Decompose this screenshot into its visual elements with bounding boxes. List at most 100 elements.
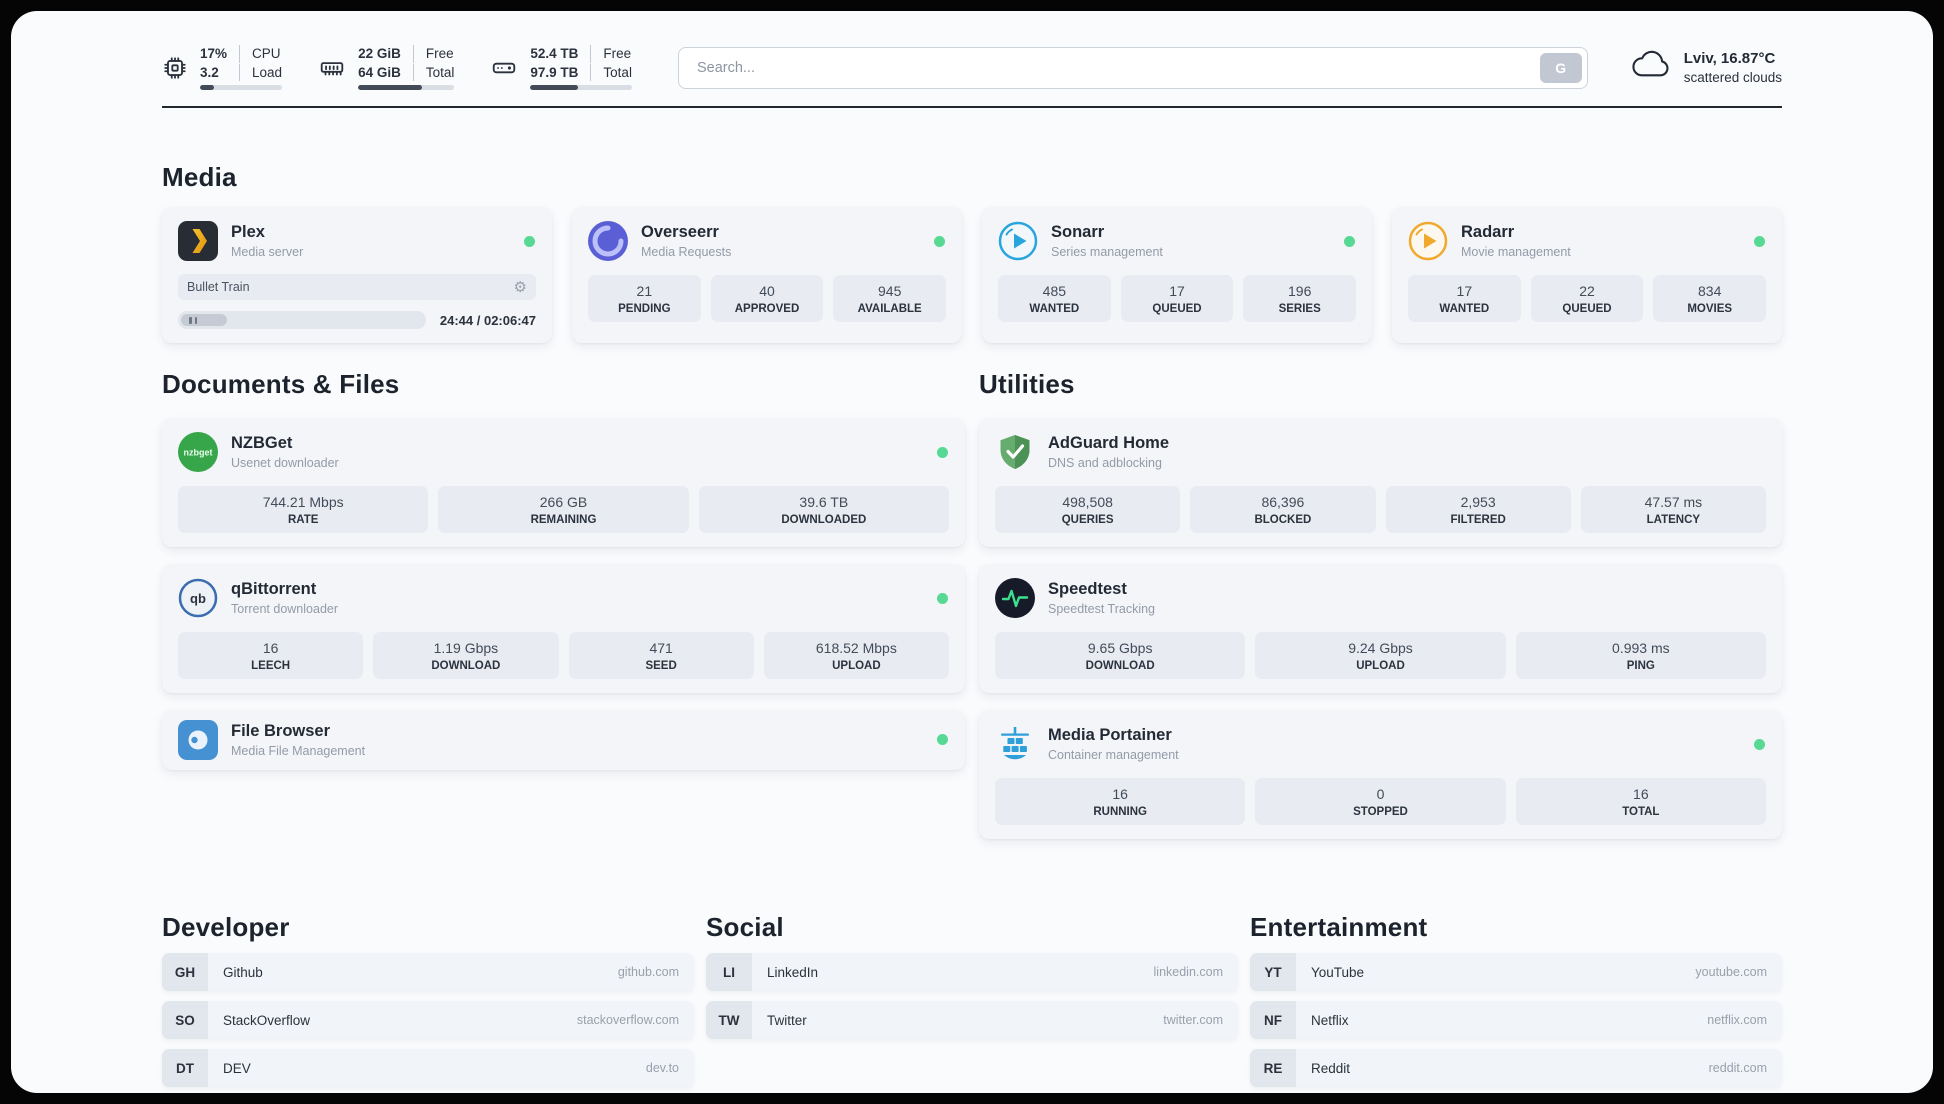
speedtest-icon: [995, 578, 1035, 619]
link-badge: NF: [1250, 1001, 1296, 1040]
section-title-utilities: Utilities: [979, 369, 1075, 400]
status-dot: [1754, 236, 1765, 248]
app-subtitle: Torrent downloader: [231, 602, 339, 617]
stat-filtered: 2,953 FILTERED: [1385, 486, 1571, 534]
app-card-portainer[interactable]: Media Portainer Container management 16 …: [979, 710, 1782, 840]
now-playing-bar: Bullet Train ⚙: [178, 274, 536, 301]
stat-download: 9.65 Gbps DOWNLOAD: [995, 632, 1246, 680]
status-dot: [1344, 236, 1355, 248]
stat-approved: 40 APPROVED: [710, 275, 824, 323]
search-input[interactable]: [677, 46, 1588, 89]
nzbget-icon: nzbget: [178, 432, 218, 473]
stat-series: 196 SERIES: [1243, 275, 1357, 323]
stat-leech: 16 LEECH: [178, 632, 364, 680]
section-title-developer: Developer: [162, 912, 290, 943]
section-title-documents: Documents & Files: [162, 369, 400, 400]
app-subtitle: Usenet downloader: [231, 456, 339, 471]
link-badge: DT: [162, 1049, 208, 1088]
link-badge: SO: [162, 1001, 208, 1040]
disk-total-value: 97.9 TB: [530, 64, 579, 80]
memory-ram-icon: [318, 55, 346, 81]
app-card-adguard[interactable]: AdGuard Home DNS and adblocking 498,508 …: [979, 418, 1782, 548]
gear-icon[interactable]: ⚙: [513, 278, 527, 296]
link-twitter[interactable]: TW Twitter twitter.com: [706, 1001, 1238, 1040]
link-reddit[interactable]: RE Reddit reddit.com: [1250, 1049, 1782, 1088]
memory-total-value: 64 GiB: [358, 64, 401, 80]
svg-text:qb: qb: [190, 591, 206, 606]
link-netflix[interactable]: NF Netflix netflix.com: [1250, 1001, 1782, 1040]
cpu-usage-value: 17%: [200, 46, 228, 61]
documents-column: Documents & Files nzbget NZBGet Usenet d…: [162, 369, 965, 787]
app-subtitle: Container management: [1048, 748, 1179, 763]
search-engine-button[interactable]: G: [1539, 52, 1582, 83]
pause-icon[interactable]: [181, 314, 227, 327]
utilities-column: Utilities AdGuard Home DNS and adblockin…: [979, 369, 1782, 856]
stat-running: 16 RUNNING: [995, 778, 1246, 826]
stat-pending: 21 PENDING: [588, 275, 701, 323]
link-stackoverflow[interactable]: SO StackOverflow stackoverflow.com: [162, 1001, 694, 1040]
app-name: Overseerr: [641, 223, 719, 242]
app-card-nzbget[interactable]: nzbget NZBGet Usenet downloader 744.21 M…: [162, 418, 965, 548]
radarr-icon: [1408, 221, 1448, 261]
disk-drive-icon: [490, 55, 518, 81]
section-title-media: Media: [162, 162, 237, 193]
app-subtitle: Media server: [231, 245, 304, 260]
filebrowser-icon: [178, 720, 218, 761]
link-github[interactable]: GH Github github.com: [162, 953, 694, 992]
app-subtitle: Series management: [1051, 245, 1163, 260]
search-box: G: [677, 46, 1588, 89]
dashboard-canvas: 17% CPU 3.2 Load 22 GiB Free 64 GiB Tota…: [11, 11, 1933, 1093]
stat-queued: 22 QUEUED: [1530, 275, 1644, 323]
cloud-icon: [1630, 50, 1672, 85]
stat-seed: 471 SEED: [568, 632, 754, 680]
app-card-overseerr[interactable]: Overseerr Media Requests 21 PENDING 40 A…: [572, 207, 962, 344]
memory-widget: 22 GiB Free 64 GiB Total: [318, 45, 455, 91]
link-badge: YT: [1250, 953, 1296, 992]
stat-remaining: 266 GB REMAINING: [438, 486, 689, 534]
sonarr-icon: [998, 221, 1038, 261]
status-dot: [937, 447, 948, 459]
cpu-widget: 17% CPU 3.2 Load: [162, 45, 283, 91]
stat-wanted: 485 WANTED: [998, 275, 1111, 323]
overseerr-icon: [588, 221, 628, 262]
stat-ping: 0.993 ms PING: [1515, 632, 1766, 680]
app-subtitle: Media Requests: [641, 245, 732, 260]
app-name: AdGuard Home: [1048, 434, 1170, 453]
memory-total-label: Total: [412, 63, 454, 82]
stat-available: 945 AVAILABLE: [833, 275, 947, 323]
player-progress-bar[interactable]: [178, 311, 426, 330]
weather-location: Lviv, 16.87°C: [1683, 50, 1776, 68]
app-card-speedtest[interactable]: Speedtest Speedtest Tracking 9.65 Gbps D…: [979, 564, 1782, 694]
stat-queries: 498,508 QUERIES: [995, 486, 1181, 534]
weather-widget[interactable]: Lviv, 16.87°C scattered clouds: [1630, 50, 1782, 85]
stat-movies: 834 MOVIES: [1653, 275, 1767, 323]
player-progress-row: 24:44 / 02:06:47: [178, 311, 536, 330]
app-card-sonarr[interactable]: Sonarr Series management 485 WANTED 17 Q…: [982, 207, 1372, 344]
app-card-radarr[interactable]: Radarr Movie management 17 WANTED 22 QUE…: [1392, 207, 1782, 344]
developer-links-column: Developer GH Github github.com SO StackO…: [162, 912, 694, 1088]
plex-icon: [178, 221, 218, 262]
link-youtube[interactable]: YT YouTube youtube.com: [1250, 953, 1782, 992]
app-name: Sonarr: [1051, 223, 1105, 242]
cpu-load-value: 3.2: [200, 64, 219, 80]
app-name: Speedtest: [1048, 580, 1127, 599]
link-badge: GH: [162, 953, 208, 992]
entertainment-links-column: Entertainment YT YouTube youtube.com NF …: [1250, 912, 1782, 1088]
link-linkedin[interactable]: LI LinkedIn linkedin.com: [706, 953, 1238, 992]
disk-free-value: 52.4 TB: [530, 46, 579, 61]
media-grid: Plex Media server Bullet Train ⚙ 24:44 /…: [162, 207, 1782, 344]
stat-downloaded: 39.6 TB DOWNLOADED: [698, 486, 949, 534]
link-dev[interactable]: DT DEV dev.to: [162, 1049, 694, 1088]
cpu-load-label: Load: [239, 63, 282, 82]
app-name: File Browser: [231, 722, 331, 741]
portainer-crane-icon: [995, 724, 1035, 764]
stat-upload: 9.24 Gbps UPLOAD: [1255, 632, 1506, 680]
status-dot: [1754, 739, 1765, 751]
app-card-filebrowser[interactable]: File Browser Media File Management: [162, 710, 965, 771]
section-title-social: Social: [706, 912, 784, 943]
link-badge: TW: [706, 1001, 752, 1040]
app-card-plex[interactable]: Plex Media server Bullet Train ⚙ 24:44 /…: [162, 207, 552, 344]
app-card-qbittorrent[interactable]: qb qBittorrent Torrent downloader 16 LEE…: [162, 564, 965, 694]
status-dot: [937, 593, 948, 605]
